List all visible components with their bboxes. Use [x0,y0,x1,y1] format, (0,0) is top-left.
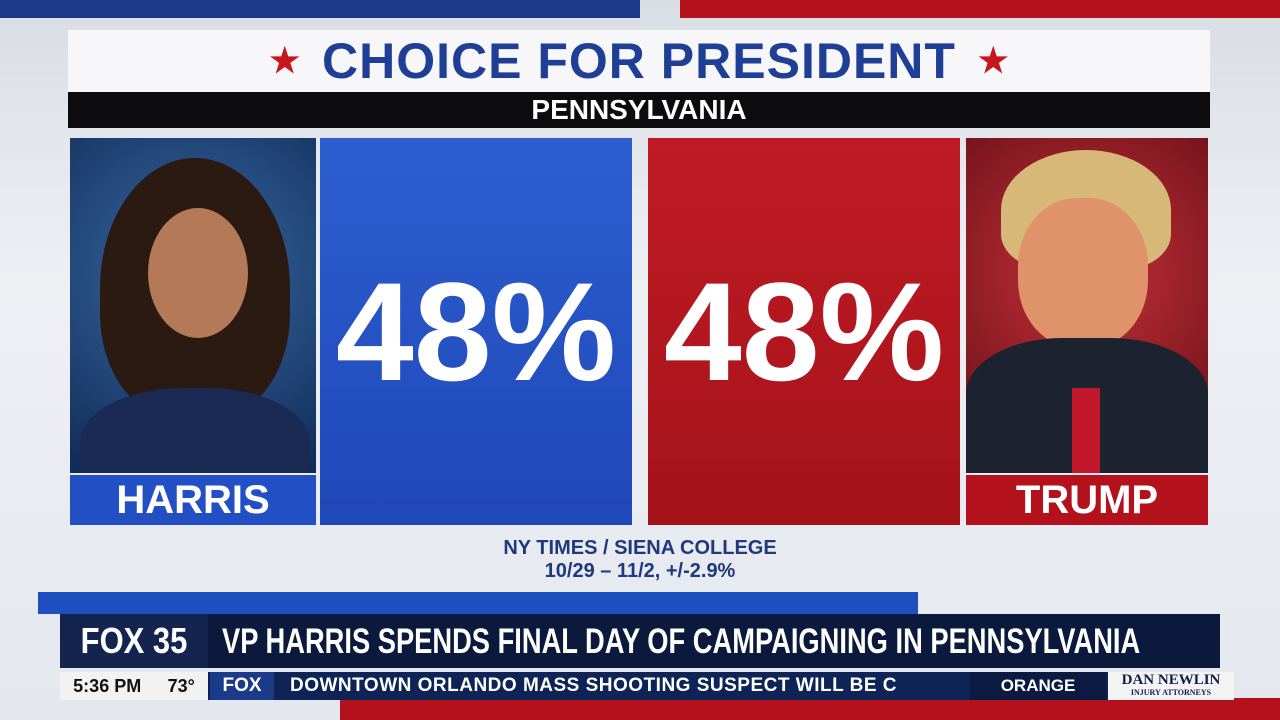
title-panel: ★ CHOICE FOR PRESIDENT ★ [68,30,1210,92]
value-box: 48% [648,138,960,525]
candidate-value: 48% [663,252,945,410]
value-box: 48% [320,138,632,525]
star: ★ [977,42,1009,80]
headline: VP HARRIS SPENDS FINAL DAY OF CAMPAIGNIN… [222,622,1212,662]
accent-stripe [38,592,918,614]
headline-bar [60,614,1220,668]
face [1018,198,1148,348]
logo: FOX 35 [60,614,208,668]
crawl: DOWNTOWN ORLANDO MASS SHOOTING SUSPECT W… [290,672,970,700]
sponsor: DAN NEWLIN INJURY ATTORNEYS [1108,672,1234,700]
top-stripe-red [680,0,1280,18]
category: ORANGE [970,672,1106,700]
title: CHOICE FOR PRESIDENT [322,33,956,89]
bottom-stripe-red [340,698,1280,720]
dates: 10/29 – 11/2, +/-2.9% [544,560,736,582]
candidate-name: TRUMP [1015,477,1159,522]
name-bar: TRUMP [966,475,1208,525]
category-text: ORANGE [1000,676,1076,695]
sponsor-sub: INJURY ATTORNEYS [1130,688,1212,697]
headline-text: VP HARRIS SPENDS FINAL DAY OF CAMPAIGNIN… [222,622,1141,661]
name-bar: HARRIS [70,475,316,525]
sponsor-name: DAN NEWLIN [1121,672,1221,688]
body [80,388,310,473]
face [148,208,248,338]
photo [966,138,1208,473]
candidate-name: HARRIS [116,477,270,522]
time: 5:36 PM [73,675,142,696]
candidate-value: 48% [335,252,617,410]
temperature: 73° [167,675,195,696]
state-bar: PENNSYLVANIA [68,92,1210,128]
top-stripe-blue [0,0,640,18]
logo-text: FOX 35 [80,620,188,661]
crawl-text: DOWNTOWN ORLANDO MASS SHOOTING SUSPECT W… [290,675,898,696]
time-box: 5:36 PM 73° [60,672,208,700]
network: FOX [210,672,274,700]
network-text: FOX [222,675,262,696]
state: PENNSYLVANIA [531,94,747,125]
star: ★ [269,42,301,80]
tie [1072,388,1100,473]
photo [70,138,316,473]
source: NY TIMES / SIENA COLLEGE [503,537,777,559]
